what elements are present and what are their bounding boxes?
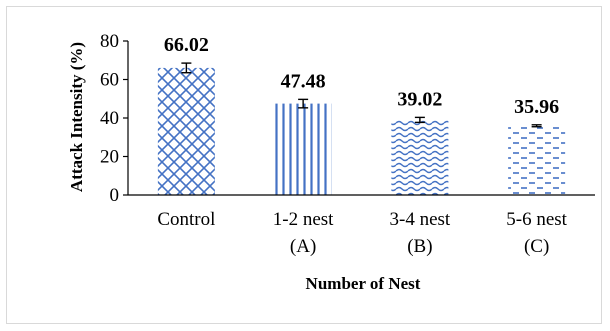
value-labels: 66.02 47.48 39.02 35.96 (164, 34, 559, 118)
x-tick-label: 1-2 nest (273, 209, 334, 230)
bar (274, 103, 332, 195)
y-axis-title: Attack Intensity (%) (67, 42, 86, 192)
x-axis: Control 1-2 nest (A) 3-4 nest (B) 5-6 nest (C) (128, 194, 595, 257)
value-label: 39.02 (397, 88, 442, 110)
x-tick-label: (C) (524, 236, 549, 257)
bar (508, 125, 566, 195)
value-label: 66.02 (164, 34, 209, 56)
error-bars (181, 62, 542, 128)
y-tick-label: 0 (110, 185, 120, 206)
y-tick-label: 80 (100, 31, 119, 52)
y-axis: 0 20 40 60 80 (100, 31, 129, 206)
y-tick-label: 20 (100, 147, 119, 168)
y-tick-label: 40 (100, 108, 119, 129)
x-tick-label: (A) (290, 236, 316, 257)
value-label: 47.48 (281, 70, 326, 92)
value-label: 35.96 (514, 96, 559, 118)
x-tick-label: (B) (407, 236, 432, 257)
x-axis-title: Number of Nest (306, 274, 421, 293)
bar (157, 67, 215, 195)
bars (157, 67, 566, 195)
x-tick-label: 3-4 nest (390, 209, 451, 230)
y-tick-label: 60 (100, 70, 119, 91)
x-tick-label: 5-6 nest (506, 209, 567, 230)
x-tick-label: Control (157, 209, 215, 230)
bar (391, 119, 449, 195)
